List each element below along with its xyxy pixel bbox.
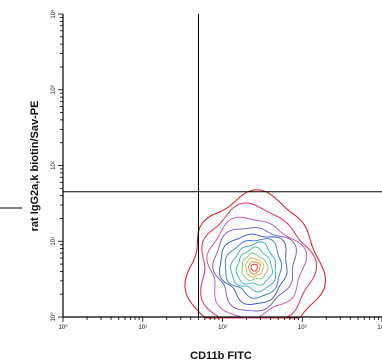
contour-level-9 (241, 252, 269, 282)
contour-level-12 (250, 263, 258, 272)
y-tick-label: 10¹ (51, 237, 57, 246)
contour-level-3 (206, 216, 308, 319)
x-axis-title: CD11b FITC (190, 350, 252, 362)
contour-level-4 (212, 227, 297, 312)
contour-level-6 (224, 238, 283, 299)
quadrant-gates (63, 14, 382, 317)
contour-level-11 (247, 261, 261, 275)
contour-level-1 (184, 189, 327, 319)
y-tick-label: 10³ (51, 85, 57, 94)
y-tick-label: 10⁴ (50, 9, 57, 19)
y-tick-label: 10² (51, 161, 57, 170)
plot-axes (62, 14, 382, 318)
x-tick-label: 10⁰ (58, 324, 68, 331)
y-axis-title: rat IgG2a,k biotin/Sav-PE (29, 101, 41, 232)
y-tick-label: 10⁰ (50, 312, 57, 322)
contour-level-8 (235, 246, 273, 286)
axis-ticks (58, 13, 382, 322)
contour-level-10 (245, 257, 265, 278)
contour-group (184, 189, 327, 319)
axis-tick-labels: 10⁰ 10¹ 10² 10³ 10⁴ 10⁰ 10¹ 10² 10³ 10⁴ (50, 9, 382, 331)
x-tick-label: 10⁴ (377, 324, 382, 331)
contour-level-7 (230, 241, 277, 293)
contour-level-2 (200, 202, 318, 319)
contour-level-5 (218, 233, 288, 305)
x-tick-label: 10³ (298, 325, 307, 331)
x-tick-label: 10² (218, 325, 227, 331)
x-tick-label: 10¹ (138, 325, 147, 331)
